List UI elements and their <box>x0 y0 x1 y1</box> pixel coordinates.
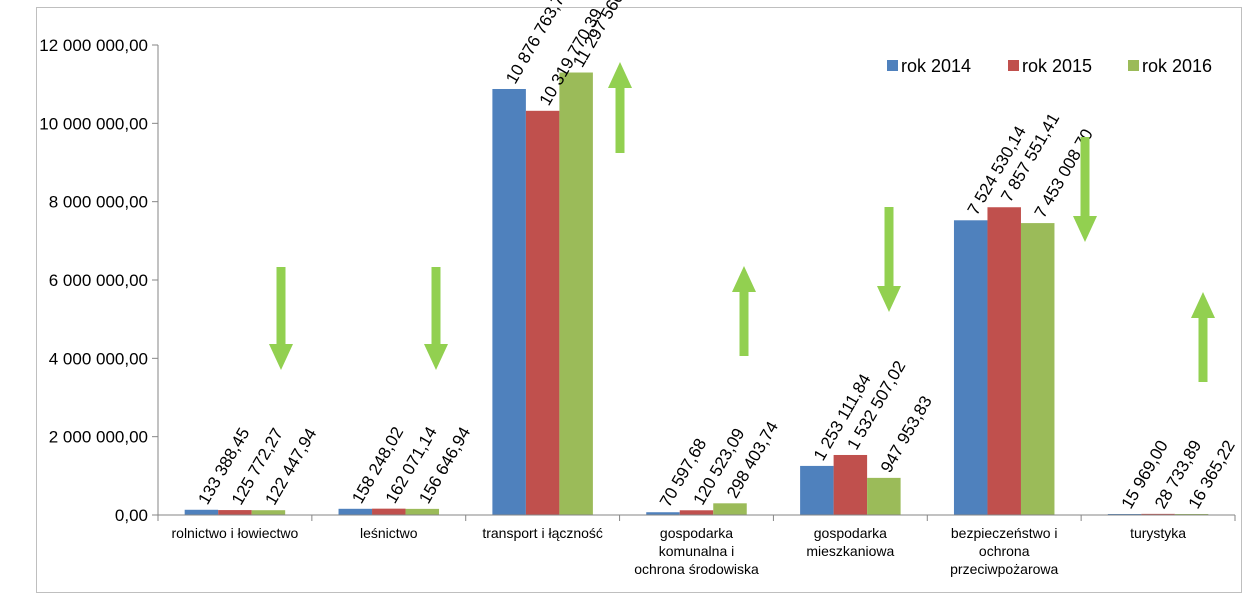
legend-label: rok 2015 <box>1022 56 1092 76</box>
bar <box>713 503 747 515</box>
bar <box>1020 223 1055 515</box>
x-tick-label: turystyka <box>1130 525 1186 541</box>
x-tick-label: bezpieczeństwo i ochrona przeciwpożarowa <box>950 525 1058 577</box>
bar <box>867 477 901 515</box>
bar <box>953 220 988 515</box>
bar <box>218 510 252 515</box>
legend-swatch <box>1008 60 1019 71</box>
legend-label: rok 2014 <box>901 56 971 76</box>
arrow-down-icon <box>1073 137 1097 242</box>
bars <box>184 72 1209 516</box>
bar <box>251 510 286 515</box>
y-tick-label: 12 000 000,00 <box>39 36 148 55</box>
chart-border <box>36 7 1242 593</box>
y-tick-label: 8 000 000,00 <box>49 193 148 212</box>
bar <box>405 508 440 515</box>
y-axis: 0,00 2 000 000,00 4 000 000,00 6 000 000,00… <box>39 36 159 525</box>
arrow-down-icon <box>269 267 293 370</box>
y-tick-label: 10 000 000,00 <box>39 114 148 133</box>
legend-label: rok 2016 <box>1142 56 1212 76</box>
trend-arrows <box>269 62 1215 382</box>
x-tick-label: gospodarka komunalna i ochrona środowiska <box>634 525 759 577</box>
y-tick-label: 0,00 <box>115 506 148 525</box>
legend: rok 2014 rok 2015 rok 2016 <box>887 56 1212 76</box>
x-axis: rolnictwo i łowiectwo leśnictwo transport … <box>157 514 1236 577</box>
arrow-up-icon <box>1191 292 1215 382</box>
bar <box>372 508 406 515</box>
bar <box>987 207 1021 515</box>
arrow-up-icon <box>608 62 632 153</box>
arrow-up-icon <box>732 266 756 356</box>
bar <box>833 454 868 515</box>
bar <box>679 510 714 515</box>
y-tick-label: 2 000 000,00 <box>49 428 148 447</box>
arrow-down-icon <box>877 207 901 312</box>
bar <box>492 88 526 516</box>
bar <box>184 509 219 515</box>
x-tick-label: transport i łączność <box>482 525 603 541</box>
bar <box>1141 513 1175 515</box>
legend-swatch <box>1128 60 1139 71</box>
x-tick-label: gospodarka mieszkaniowa <box>806 525 894 559</box>
x-tick-label: leśnictwo <box>360 525 418 541</box>
y-tick-label: 4 000 000,00 <box>49 349 148 368</box>
bar <box>559 72 593 516</box>
x-tick-label: rolnictwo i łowiectwo <box>172 525 299 541</box>
arrow-down-icon <box>424 267 448 370</box>
bar <box>525 110 560 515</box>
bar <box>800 465 834 515</box>
bar <box>338 508 373 515</box>
bar <box>646 512 680 515</box>
y-tick-label: 6 000 000,00 <box>49 271 148 290</box>
legend-swatch <box>887 60 898 71</box>
